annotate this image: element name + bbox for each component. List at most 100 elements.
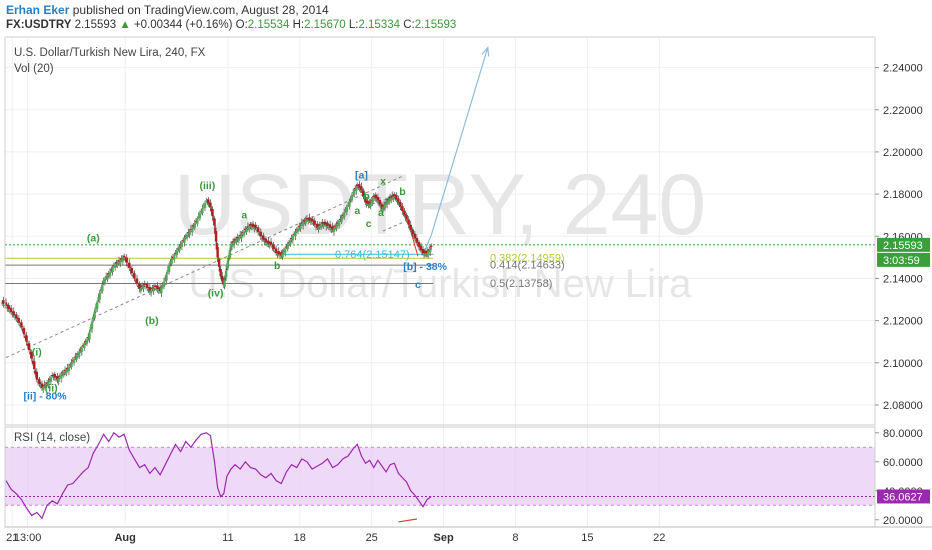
projection-arrowhead [481, 46, 490, 57]
candle-body [209, 202, 212, 207]
candle-body [207, 199, 210, 204]
time-tick-label: 15 [581, 532, 593, 544]
candle-body [303, 220, 306, 222]
candle-body [273, 251, 277, 253]
candle-body [48, 379, 51, 381]
candle-body [199, 210, 203, 212]
candle-body [24, 336, 27, 339]
candle-body [251, 223, 255, 227]
wave-label: a [354, 205, 360, 217]
change-value: +0.00344 (+0.16%) [133, 19, 233, 31]
candle-body [182, 240, 185, 242]
candle-body [345, 207, 348, 213]
candle-body [56, 376, 59, 380]
candle-body [147, 289, 150, 291]
candle-body [40, 383, 44, 389]
candle-body [237, 237, 241, 241]
wave-labels: [ii] - 80%(ii)(i)(a)(iii)(b)(iv)ab[a]bac… [23, 169, 447, 402]
candle-body [299, 225, 302, 229]
candle-body [240, 234, 243, 239]
candle-body [61, 372, 64, 374]
candle-body [372, 195, 375, 197]
grid [5, 37, 875, 527]
candle-body [129, 270, 132, 272]
candle-body [244, 228, 247, 230]
candle-body [296, 228, 300, 233]
candle-body [294, 232, 297, 237]
fib-level-label: 0.764(2.15147) [335, 249, 410, 261]
wave-label: b [274, 260, 280, 272]
candle-body [331, 226, 334, 230]
candle-body [66, 367, 69, 370]
candle-body [72, 359, 76, 363]
candle-body [11, 313, 14, 315]
price-tick-label: 2.08000 [883, 400, 923, 412]
price-axis[interactable]: 2.240002.220002.200002.180002.160002.140… [875, 63, 930, 527]
candle-body [409, 224, 412, 230]
candle-body [43, 384, 46, 386]
rsi-band-fill [5, 447, 875, 506]
candle-body [242, 231, 246, 236]
candle-body [137, 285, 140, 287]
candle-body [69, 364, 72, 366]
candle-body [15, 314, 18, 319]
candle-body [52, 376, 55, 378]
wave-label: a [378, 207, 384, 219]
author-link[interactable]: Erhan Eker [6, 3, 70, 17]
publisher-line: Erhan Eker published on TradingView.com,… [6, 3, 329, 17]
candle-body [117, 260, 121, 262]
candle-body [34, 371, 37, 375]
candle-body [187, 232, 190, 234]
candle-body [378, 200, 382, 205]
candle-body [314, 226, 318, 228]
candle-body [330, 228, 333, 230]
candle-body [124, 259, 127, 261]
candle-body [0, 302, 4, 304]
candle-body [401, 206, 404, 211]
candle-body [358, 184, 361, 188]
close-value: 2.15593 [414, 19, 457, 31]
candle-body [101, 284, 104, 292]
candle-body [369, 202, 372, 207]
low-value: 2.15334 [358, 19, 401, 31]
candle-body [128, 262, 131, 268]
candle-body [70, 362, 73, 368]
candle-body [267, 240, 270, 244]
candle-body [94, 306, 98, 310]
candle-body [185, 234, 189, 239]
candle-body [419, 245, 423, 250]
candle-body [17, 318, 21, 323]
candle-body [53, 373, 57, 378]
candle-body [327, 226, 331, 228]
candle-body [407, 219, 410, 225]
candle-body [38, 379, 41, 384]
candle-body [300, 222, 304, 224]
price-tick-label: 2.20000 [883, 147, 923, 159]
countdown-badge [877, 252, 930, 267]
candle-body [95, 302, 99, 310]
candle-body [421, 249, 425, 254]
candle-body [399, 202, 402, 207]
candle-body [169, 261, 172, 264]
candle-body [108, 272, 112, 277]
candle-body [174, 252, 177, 254]
candle-body [411, 229, 414, 235]
candle-body [430, 245, 433, 247]
candle-body [88, 332, 91, 340]
candle-body [263, 241, 266, 243]
candle-body [308, 217, 311, 221]
published-text: published on TradingView.com, August 28,… [72, 3, 329, 17]
price-tick-label: 2.10000 [883, 358, 923, 370]
candle-body [413, 233, 417, 239]
candle-body [236, 236, 239, 239]
candle-body [155, 287, 158, 289]
wave-label: (i) [32, 346, 42, 358]
candle-body [36, 381, 40, 383]
candle-body [392, 196, 395, 200]
rsi-line [5, 431, 875, 520]
candle-body [214, 227, 217, 234]
candle-body [170, 259, 173, 264]
wave-label: [a] [355, 169, 368, 181]
